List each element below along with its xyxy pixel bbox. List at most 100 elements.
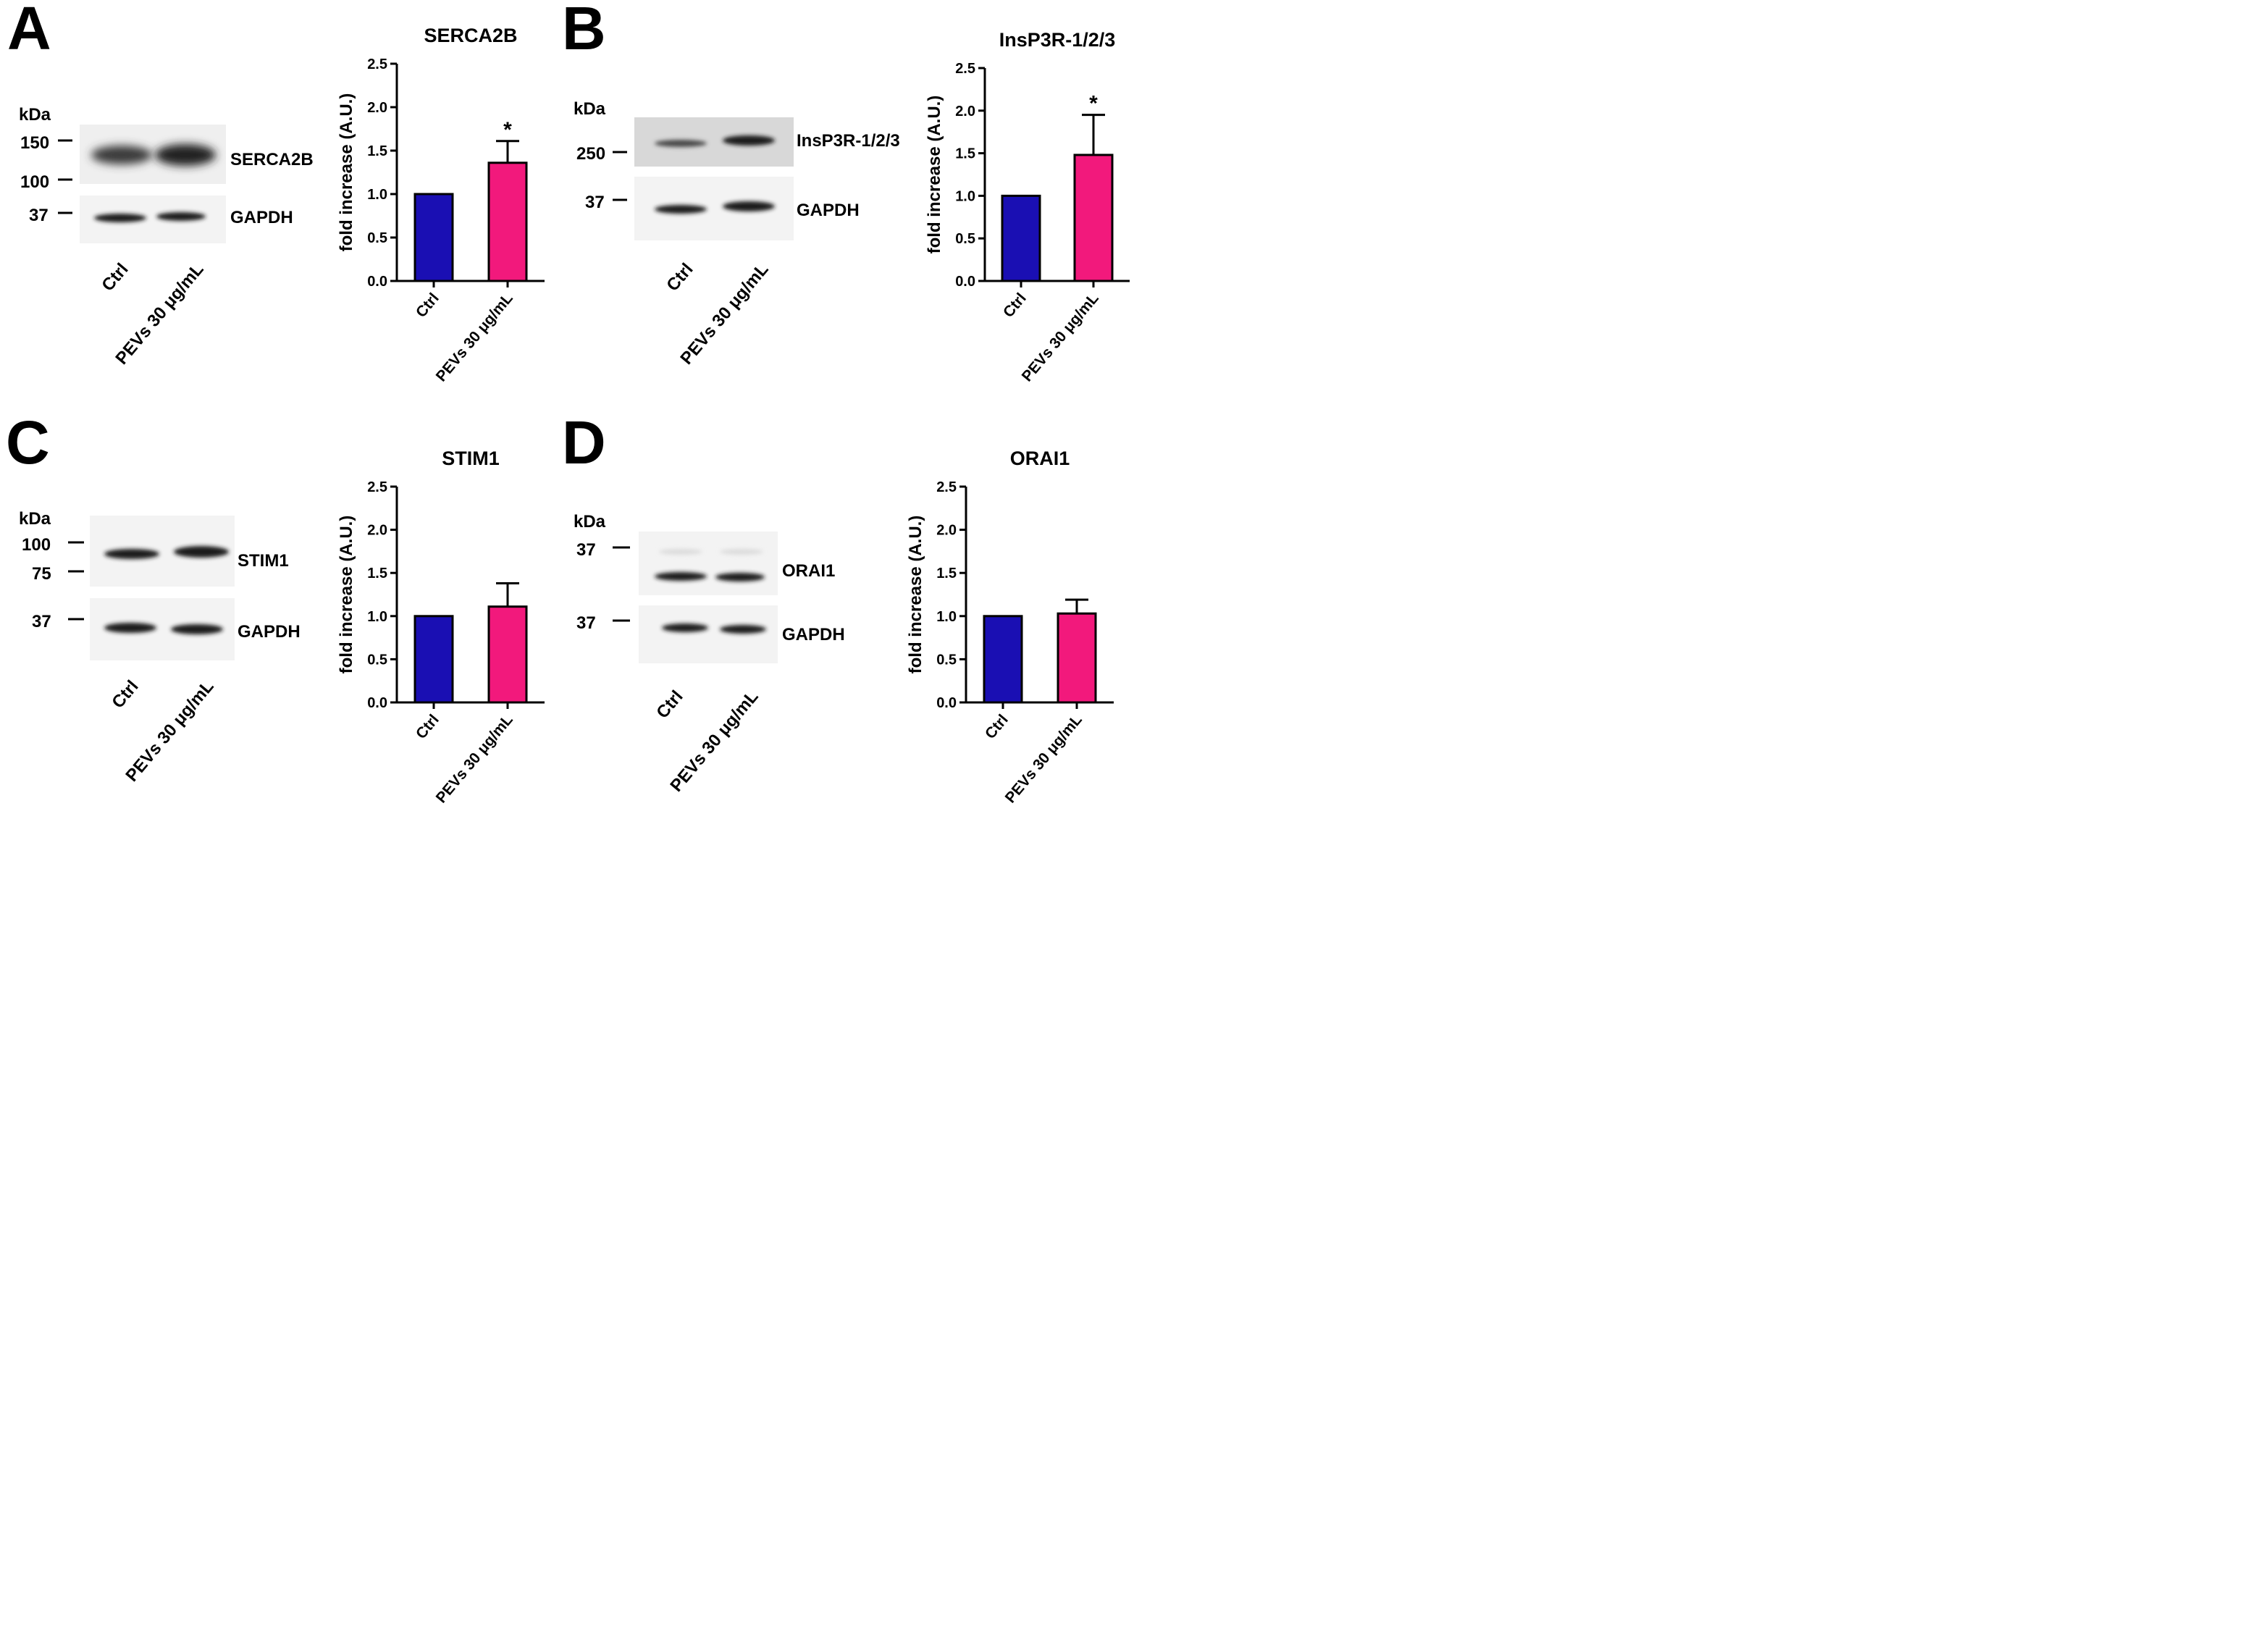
bar-chart-stim1: STIM1 fold increase (A.U.) 0.0 0.5 1.0 1.5 2.0… <box>337 448 545 806</box>
band-label: SERCA2B <box>230 150 314 169</box>
y-tick-label: 2.0 <box>936 523 957 539</box>
chart-title: SERCA2B <box>424 25 517 46</box>
bar <box>983 615 1023 704</box>
band <box>723 135 775 146</box>
western-blot: kDa 100 75 37 STIM1 GAPDH Ctrl PEVs 30 μ… <box>19 509 301 786</box>
marker-label: 37 <box>576 613 596 633</box>
chart-title: STIM1 <box>442 448 500 469</box>
y-tick-label: 2.5 <box>367 479 387 495</box>
y-tick-label: 0.5 <box>367 230 387 246</box>
marker-label: 75 <box>32 564 51 584</box>
band <box>655 140 707 147</box>
y-tick-label: 0.5 <box>955 231 975 247</box>
y-tick-label: 2.5 <box>955 61 975 77</box>
chart-title: ORAI1 <box>1010 448 1070 469</box>
panel-letter: A <box>7 0 51 62</box>
y-tick-label: 2.0 <box>955 104 975 119</box>
y-axis-label: fold increase (A.U.) <box>906 516 925 674</box>
kda-label: kDa <box>574 512 606 532</box>
band <box>655 572 707 581</box>
panel-letter: D <box>562 408 606 476</box>
band <box>174 546 229 558</box>
chart-title: InsP3R-1/2/3 <box>999 29 1116 51</box>
panel-c: C kDa 100 75 37 STIM1 GAPDH Ctrl PEVs 30… <box>0 0 1134 819</box>
band <box>655 205 707 214</box>
panel-b: B kDa 250 37 InsP3R-1/2/3 GAPDH Ctrl PEV… <box>0 0 1134 819</box>
panel-a: A kDa 150 100 37 SERCA2B GAPDH Ctrl PEVs… <box>0 0 1134 819</box>
y-tick-label: 0.0 <box>367 274 387 290</box>
y-tick-label: 1.0 <box>955 188 975 204</box>
panel-letter: B <box>562 0 606 62</box>
band <box>662 623 708 632</box>
bar-chart-orai1: ORAI1 fold increase (A.U.) 0.0 0.5 1.0 1.5 2.0… <box>906 448 1114 806</box>
x-tick-label: PEVs 30 μg/mL <box>1002 711 1085 806</box>
bar <box>413 193 454 282</box>
y-tick-label: 2.5 <box>367 56 387 72</box>
band <box>104 623 156 633</box>
y-tick-label: 1.5 <box>367 566 387 581</box>
y-tick-label: 1.0 <box>367 187 387 203</box>
y-tick-label: 0.0 <box>367 695 387 711</box>
y-axis-label: fold increase (A.U.) <box>925 96 944 254</box>
band <box>715 573 765 581</box>
panel-b-svg: B kDa 250 37 InsP3R-1/2/3 GAPDH Ctrl PEV… <box>562 0 1130 385</box>
y-tick-label: 2.5 <box>936 479 957 495</box>
band <box>720 549 763 555</box>
y-tick-label: 0.0 <box>955 274 975 290</box>
marker-label: 100 <box>20 172 49 192</box>
marker-label: 250 <box>576 144 605 164</box>
band <box>94 214 146 222</box>
y-axis-label: fold increase (A.U.) <box>337 516 356 674</box>
significance-marker: * <box>1089 92 1098 116</box>
y-tick-label: 1.0 <box>367 609 387 625</box>
band-label: GAPDH <box>238 622 301 642</box>
y-tick-label: 1.5 <box>955 146 975 162</box>
bar <box>487 605 528 704</box>
band <box>156 212 206 221</box>
kda-label: kDa <box>19 105 51 125</box>
panel-d: D kDa 37 37 ORAI1 GAPDH Ctrl PEVs 30 μg/… <box>0 0 1134 819</box>
marker-label: 100 <box>22 535 51 555</box>
band <box>723 201 775 211</box>
blot-strip-target <box>639 532 778 595</box>
y-tick-label: 0.5 <box>367 652 387 668</box>
y-tick-label: 0.5 <box>936 652 957 668</box>
western-blot: kDa 37 37 ORAI1 GAPDH Ctrl PEVs 30 μg/mL <box>574 512 845 796</box>
bar <box>1073 154 1114 282</box>
marker-label: 37 <box>576 540 596 560</box>
band <box>659 549 702 555</box>
y-tick-label: 2.0 <box>367 100 387 116</box>
band <box>104 549 159 559</box>
marker-label: 37 <box>585 193 605 212</box>
significance-marker: * <box>503 118 512 142</box>
band-label: InsP3R-1/2/3 <box>797 131 900 151</box>
band-label: GAPDH <box>797 201 860 220</box>
band <box>91 146 152 164</box>
band <box>155 144 216 166</box>
bar <box>1001 194 1041 282</box>
marker-label: 37 <box>29 206 49 225</box>
panel-d-svg: D kDa 37 37 ORAI1 GAPDH Ctrl PEVs 30 μg/… <box>562 408 1114 806</box>
panel-letter: C <box>6 408 50 476</box>
blot-strip-gapdh <box>639 605 778 663</box>
y-tick-label: 2.0 <box>367 523 387 539</box>
panel-a-svg: A kDa 150 100 37 SERCA2B GAPDH Ctrl PEVs… <box>7 0 545 385</box>
y-tick-label: 1.5 <box>367 143 387 159</box>
band-label: ORAI1 <box>782 561 835 581</box>
marker-label: 150 <box>20 133 49 153</box>
band <box>720 625 766 634</box>
band <box>171 624 223 634</box>
kda-label: kDa <box>574 99 606 119</box>
bar <box>1057 612 1097 704</box>
x-tick-label: Ctrl <box>982 711 1012 742</box>
y-tick-label: 1.0 <box>936 609 957 625</box>
band-label: STIM1 <box>238 551 289 571</box>
band-label: GAPDH <box>782 625 845 644</box>
panel-c-svg: C kDa 100 75 37 STIM1 GAPDH Ctrl PEVs 30… <box>6 408 545 806</box>
band-label: GAPDH <box>230 208 293 227</box>
lane-label: Ctrl <box>652 687 686 723</box>
y-axis-label: fold increase (A.U.) <box>337 93 356 252</box>
y-tick-label: 0.0 <box>936 695 957 711</box>
kda-label: kDa <box>19 509 51 529</box>
y-tick-label: 1.5 <box>936 566 957 581</box>
